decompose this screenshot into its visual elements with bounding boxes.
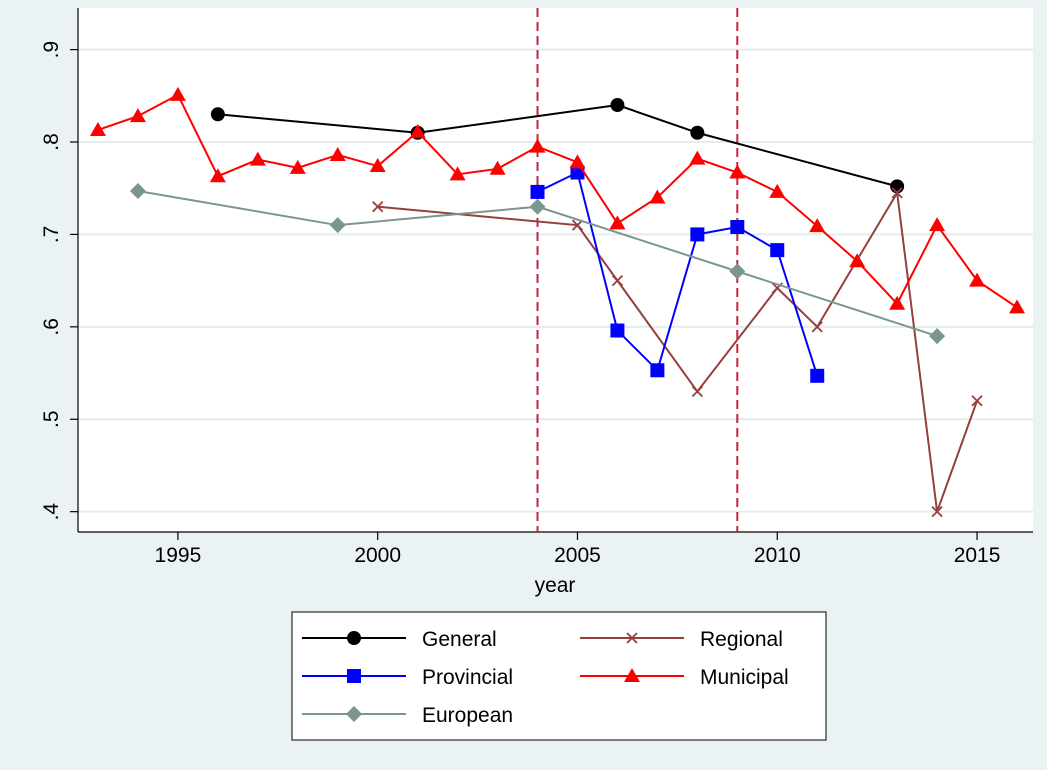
marker <box>891 187 903 199</box>
marker <box>810 368 825 383</box>
plot-area <box>78 8 1033 532</box>
y-tick-label: .6 <box>40 318 63 336</box>
marker <box>449 166 466 181</box>
marker <box>569 154 586 169</box>
marker <box>969 272 986 287</box>
y-tick-label: .4 <box>40 503 63 521</box>
marker <box>730 220 745 235</box>
marker <box>971 395 983 407</box>
legend-label: Regional <box>700 628 783 651</box>
marker <box>611 274 624 287</box>
marker <box>769 183 786 198</box>
marker <box>929 217 946 232</box>
legend-label: Municipal <box>700 666 789 689</box>
marker <box>489 160 506 175</box>
y-tick-label: .5 <box>40 410 63 428</box>
y-tick-label: .8 <box>40 133 63 151</box>
marker <box>811 321 823 333</box>
marker <box>729 164 746 179</box>
marker <box>689 150 706 165</box>
marker <box>210 107 225 122</box>
marker <box>529 138 546 153</box>
marker <box>369 158 386 173</box>
x-tick-label: 1995 <box>155 544 202 567</box>
marker <box>372 201 384 213</box>
legend-label: European <box>422 704 513 727</box>
marker <box>889 295 906 310</box>
marker <box>347 631 361 645</box>
x-axis-label: year <box>535 574 576 597</box>
marker <box>289 159 306 174</box>
marker <box>209 168 226 183</box>
marker <box>529 198 546 215</box>
marker <box>626 632 638 644</box>
marker <box>690 125 705 140</box>
marker <box>249 151 266 166</box>
marker <box>329 146 346 161</box>
marker <box>929 328 946 345</box>
x-tick-label: 2015 <box>954 544 1001 567</box>
legend-label: Provincial <box>422 666 513 689</box>
marker <box>346 706 362 722</box>
marker <box>849 253 866 268</box>
marker <box>610 98 625 113</box>
x-tick-label: 2005 <box>554 544 601 567</box>
marker <box>329 217 346 234</box>
marker <box>691 385 703 398</box>
marker <box>624 668 640 682</box>
marker <box>809 218 826 233</box>
x-tick-label: 2010 <box>754 544 801 567</box>
marker <box>690 227 705 242</box>
marker <box>650 363 665 378</box>
y-tick-label: .7 <box>40 226 63 244</box>
series-line <box>97 93 1018 309</box>
marker <box>931 506 943 518</box>
marker <box>409 123 426 138</box>
marker <box>571 219 584 231</box>
marker <box>770 243 785 258</box>
marker <box>169 86 186 101</box>
legend-label: General <box>422 628 497 651</box>
marker <box>530 184 545 199</box>
marker <box>1009 299 1026 314</box>
marker <box>649 189 666 204</box>
marker <box>347 669 361 683</box>
marker <box>129 182 146 199</box>
x-tick-label: 2000 <box>354 544 401 567</box>
marker <box>129 108 146 123</box>
marker <box>610 323 625 338</box>
y-tick-label: .9 <box>40 41 63 59</box>
marker <box>89 121 106 136</box>
marker <box>729 263 746 280</box>
marker <box>609 215 626 230</box>
